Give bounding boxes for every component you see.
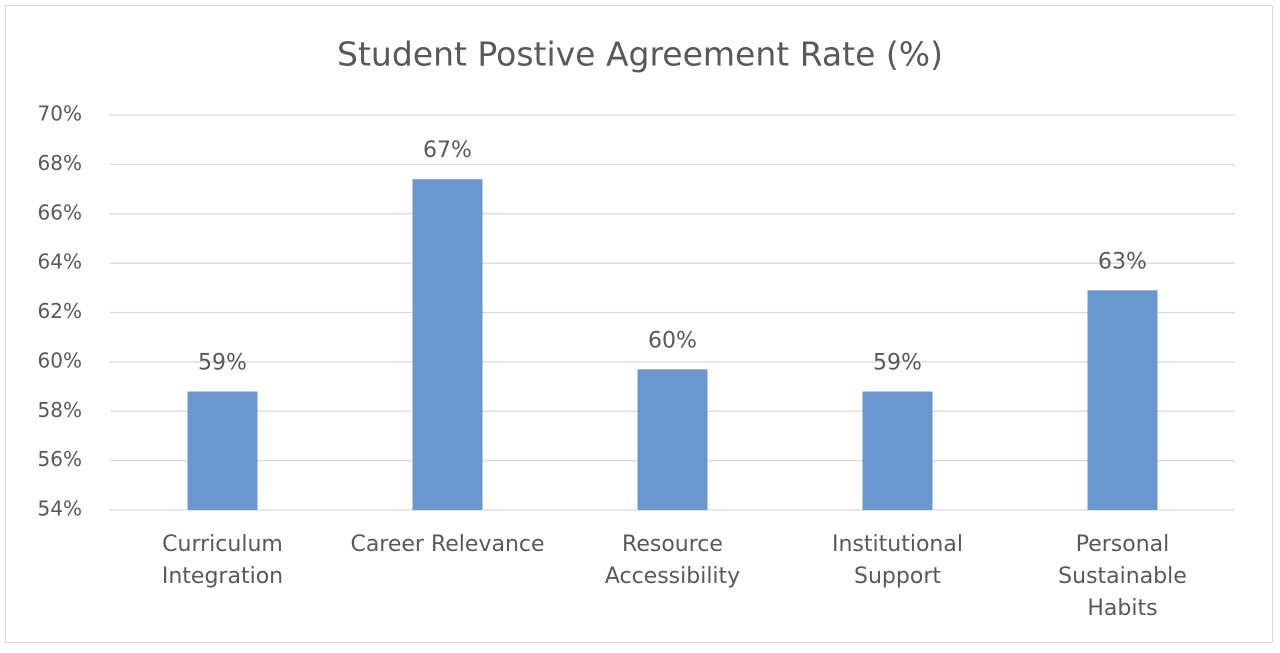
y-tick-label: 70% xyxy=(38,102,82,126)
bar xyxy=(637,369,708,510)
y-tick-label: 54% xyxy=(38,497,82,521)
bar xyxy=(187,391,258,510)
x-tick-label: Resource Accessibility xyxy=(604,532,741,589)
bar xyxy=(862,391,933,510)
bar xyxy=(412,179,483,510)
x-tick-label: Institutional Support xyxy=(832,532,963,589)
chart-border xyxy=(5,5,1273,643)
data-label: 63% xyxy=(1098,249,1147,274)
x-tick-label: Personal Sustainable Habits xyxy=(1058,532,1187,621)
y-tick-label: 56% xyxy=(38,447,82,471)
data-label: 67% xyxy=(423,138,472,163)
y-tick-label: 66% xyxy=(38,200,82,224)
bar xyxy=(1087,290,1158,510)
y-tick-label: 62% xyxy=(38,299,82,323)
y-tick-label: 58% xyxy=(38,398,82,422)
x-tick-label: Curriculum Integration xyxy=(161,532,284,589)
chart-title: Student Postive Agreement Rate (%) xyxy=(337,35,943,74)
y-tick-label: 60% xyxy=(38,348,82,372)
data-label: 59% xyxy=(198,351,247,376)
y-tick-label: 68% xyxy=(38,151,82,175)
data-label: 59% xyxy=(873,351,922,376)
x-tick-label: Career Relevance xyxy=(350,532,545,557)
y-tick-label: 64% xyxy=(38,250,82,274)
data-label: 60% xyxy=(648,328,697,353)
